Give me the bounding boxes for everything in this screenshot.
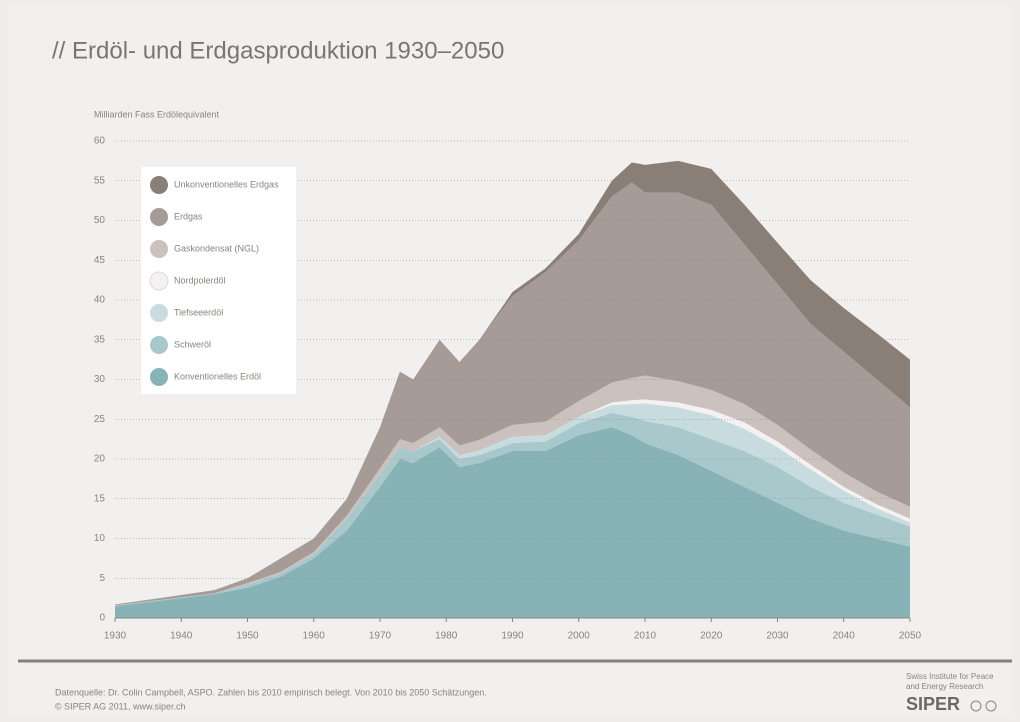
logo-tagline: and Energy Research xyxy=(906,682,983,691)
x-tick-label: 1960 xyxy=(303,631,326,642)
y-axis-label: Milliarden Fass Erdölequivalent xyxy=(94,109,220,119)
logo-icon xyxy=(985,700,997,712)
area xyxy=(115,427,910,618)
legend-swatch xyxy=(150,304,168,322)
x-tick-label: 2050 xyxy=(899,631,922,642)
legend-label: Tiefseeerdöl xyxy=(174,307,223,317)
source: Datenquelle: Dr. Colin Campbell, ASPO. Z… xyxy=(55,687,487,697)
y-tick-label: 5 xyxy=(99,573,105,584)
legend-label: Erdgas xyxy=(174,211,203,221)
legend-label: Unkonventionelles Erdgas xyxy=(174,179,279,189)
legend-swatch xyxy=(150,240,168,258)
x-tick-label: 2010 xyxy=(634,631,657,642)
y-tick-label: 10 xyxy=(94,533,106,544)
x-tick-label: 2030 xyxy=(766,631,789,642)
y-tick-label: 20 xyxy=(94,454,106,465)
legend-swatch xyxy=(150,208,168,226)
logo-tagline: Swiss Institute for Peace xyxy=(906,672,994,681)
chart-title: // Erdöl- und Erdgasproduktion 1930–2050 xyxy=(52,37,504,64)
x-tick-label: 2000 xyxy=(568,631,591,642)
legend-swatch xyxy=(150,336,168,354)
x-tick-label: 1990 xyxy=(501,631,524,642)
y-tick-label: 55 xyxy=(94,175,106,186)
y-tick-label: 60 xyxy=(94,136,106,147)
y-tick-label: 50 xyxy=(94,215,106,226)
y-tick-label: 25 xyxy=(94,414,106,425)
areas xyxy=(115,160,910,618)
legend-label: Schweröl xyxy=(174,339,211,349)
legend-swatch xyxy=(149,271,169,291)
logo-icon xyxy=(970,700,982,712)
y-tick-label: 0 xyxy=(99,613,105,624)
y-tick-label: 30 xyxy=(94,374,106,385)
legend-label: Gaskondensat (NGL) xyxy=(174,243,259,253)
x-tick-label: 1930 xyxy=(104,631,127,642)
x-tick-label: 1970 xyxy=(369,631,392,642)
y-tick-label: 45 xyxy=(94,255,106,266)
legend-swatch xyxy=(150,368,168,386)
x-tick-label: 1940 xyxy=(170,631,193,642)
x-tick-label: 1950 xyxy=(236,631,259,642)
y-tick-label: 35 xyxy=(94,334,106,345)
copyright: © SIPER AG 2011, www.siper.ch xyxy=(55,701,186,711)
legend-label: Nordpolerdöl xyxy=(174,275,226,285)
x-tick-label: 2040 xyxy=(833,631,856,642)
x-tick-label: 1980 xyxy=(435,631,458,642)
area xyxy=(115,412,910,607)
legend-label: Konventionelles Erdöl xyxy=(174,371,261,381)
area xyxy=(115,182,910,606)
logo-name: SIPER xyxy=(906,694,960,714)
legend-swatch xyxy=(150,176,168,194)
y-tick-label: 15 xyxy=(94,493,106,504)
x-tick-label: 2020 xyxy=(700,631,723,642)
y-tick-label: 40 xyxy=(94,295,106,306)
